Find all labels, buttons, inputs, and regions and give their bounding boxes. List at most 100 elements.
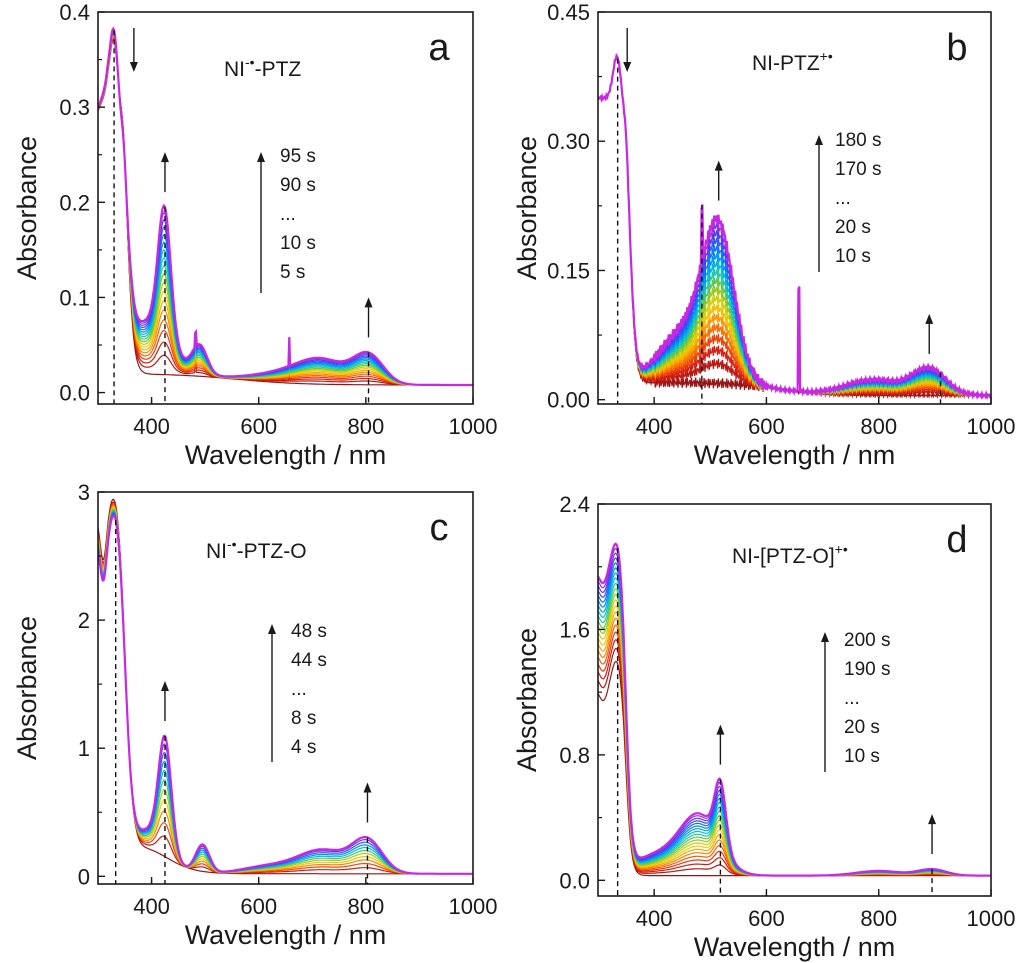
time-label: 5 s	[280, 262, 305, 283]
y-axis-label: Absorbance	[512, 628, 542, 772]
compound-label: NI-•-PTZ-O	[206, 536, 307, 563]
plot-frame	[97, 11, 474, 405]
growth-arrow-head	[160, 681, 169, 692]
y-tick-label: 3	[78, 480, 90, 505]
spectra-curves	[598, 52, 991, 401]
time-label: 95 s	[280, 146, 316, 167]
y-tick-label: 1.6	[559, 617, 590, 642]
time-label: ...	[844, 688, 860, 709]
y-axis-label: Absorbance	[512, 136, 542, 280]
x-tick-label: 1000	[449, 894, 498, 919]
time-label: 20 s	[844, 717, 880, 738]
growth-arrow-head	[364, 297, 373, 308]
x-tick-label: 1000	[967, 414, 1016, 439]
spectrum-curve	[598, 54, 991, 399]
time-label: 20 s	[835, 217, 871, 238]
panel-letter: d	[946, 519, 967, 561]
time-label: 170 s	[835, 159, 881, 180]
time-label: 10 s	[844, 746, 880, 767]
decay-arrow-head	[129, 62, 138, 72]
time-label: ...	[291, 679, 307, 700]
panel-letter: b	[946, 27, 967, 69]
y-tick-label: 0.2	[59, 190, 90, 215]
time-arrow-head	[821, 632, 829, 642]
time-label: ...	[280, 204, 296, 225]
time-arrow-head	[815, 135, 823, 145]
time-label: 190 s	[844, 659, 890, 680]
spectrum-curve	[598, 542, 991, 877]
time-label: 10 s	[280, 233, 316, 254]
time-label: 90 s	[280, 175, 316, 196]
time-arrow-head	[268, 624, 276, 634]
spectrum-curve	[98, 510, 473, 875]
growth-arrow-head	[928, 814, 937, 825]
compound-label: NI-PTZ+•	[752, 48, 833, 75]
y-tick-label: 0.15	[547, 258, 590, 283]
spectrum-curve	[598, 55, 991, 399]
y-tick-label: 0.0	[59, 381, 90, 406]
time-label: 48 s	[291, 621, 327, 642]
growth-arrow-head	[716, 724, 725, 735]
x-tick-label: 1000	[967, 906, 1016, 931]
time-label: ...	[835, 188, 851, 209]
growth-arrow-head	[160, 152, 169, 163]
spectrum-curve	[98, 26, 473, 387]
x-tick-label: 800	[347, 894, 384, 919]
spectrum-curve	[598, 54, 991, 399]
x-tick-label: 400	[133, 894, 170, 919]
x-tick-label: 800	[347, 414, 384, 439]
y-tick-label: 2.4	[559, 492, 590, 517]
panel-letter: c	[430, 507, 449, 549]
spectra-curves	[98, 498, 473, 875]
compound-label: NI-•-PTZ	[224, 54, 301, 81]
time-label: 180 s	[835, 130, 881, 151]
panel-letter: a	[428, 27, 450, 69]
y-tick-label: 0.30	[547, 129, 590, 154]
spectra-curves	[598, 542, 991, 877]
spectrum-curve	[598, 54, 991, 399]
x-axis-label: Wavelength / nm	[185, 440, 387, 470]
spectrum-curve	[598, 54, 991, 399]
y-tick-label: 0.8	[559, 743, 590, 768]
spectrum-curve	[598, 52, 991, 401]
time-label: 4 s	[291, 737, 316, 758]
spectrum-curve	[598, 54, 991, 399]
x-tick-label: 800	[860, 414, 897, 439]
panel-c: 400 600 800 1000 0 1 2 3 Wavelength / nm Absorban…	[12, 480, 497, 950]
x-tick-label: 400	[133, 414, 170, 439]
spectrum-curve	[598, 54, 991, 399]
x-tick-label: 600	[748, 906, 785, 931]
y-tick-label: 0.4	[59, 0, 90, 25]
x-tick-label: 1000	[449, 414, 498, 439]
plot-frame	[597, 503, 992, 897]
x-tick-label: 600	[240, 894, 277, 919]
x-tick-label: 800	[860, 906, 897, 931]
growth-arrow-head	[363, 782, 372, 793]
x-axis-label: Wavelength / nm	[694, 440, 896, 470]
y-tick-label: 0.3	[59, 95, 90, 120]
spectrum-curve	[598, 54, 991, 399]
panel-d: 400 600 800 1000 0.0 0.8 1.6 2.4 Wavelength / nm…	[512, 492, 1015, 962]
spectrum-curve	[598, 55, 991, 399]
spectrum-curve	[598, 54, 991, 399]
y-tick-label: 0.45	[547, 0, 590, 25]
x-tick-label: 600	[240, 414, 277, 439]
x-axis-label: Wavelength / nm	[694, 932, 896, 962]
spectrum-curve	[598, 55, 991, 399]
y-tick-label: 0.0	[559, 868, 590, 893]
y-tick-label: 0.00	[547, 388, 590, 413]
plot-frame	[97, 491, 474, 885]
y-tick-label: 0.1	[59, 285, 90, 310]
compound-label: NI-[PTZ-O]+•	[732, 541, 848, 568]
spectrum-curve	[598, 54, 991, 399]
spectrum-curve	[598, 54, 991, 399]
growth-arrow-head	[714, 160, 723, 171]
spectra-curves	[98, 26, 473, 387]
time-arrow-head	[257, 152, 265, 162]
panel-b: 400 600 800 1000 0.00 0.15 0.30 0.45 Wavelength …	[512, 0, 1015, 470]
spectrum-curve	[598, 54, 991, 399]
spectrum-curve	[598, 54, 991, 399]
x-tick-label: 400	[636, 906, 673, 931]
spectrum-curve	[598, 55, 991, 400]
